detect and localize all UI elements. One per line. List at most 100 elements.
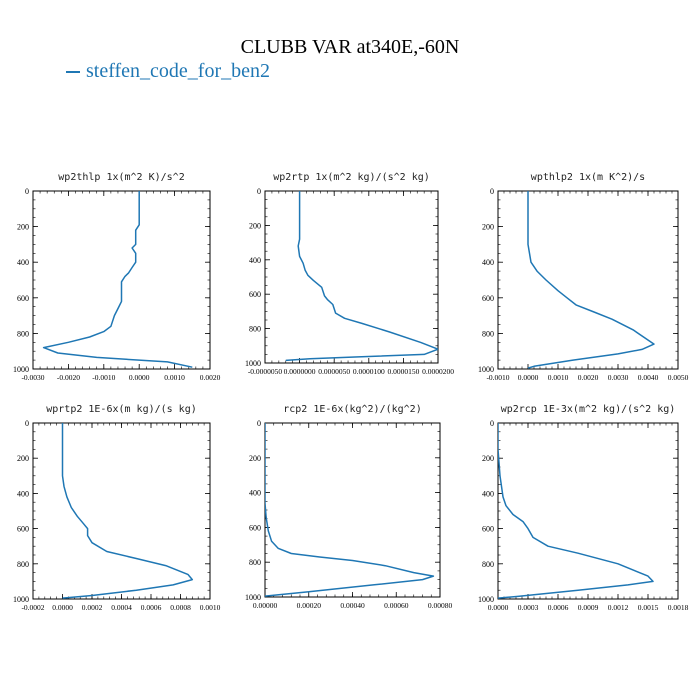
x-tick-label: 0.0030: [608, 373, 629, 382]
y-tick-label: 1000: [245, 593, 261, 602]
x-tick-label: -0.0020: [57, 373, 80, 382]
x-tick-label: -0.0010: [92, 373, 115, 382]
series-line: [265, 423, 435, 597]
subplot-5: rcp2 1E-6x(kg^2)/(kg^2) 0.00000 0.00020 0.0…: [245, 404, 452, 610]
subplot-title: wp2thlp 1x(m^2 K)/s^2: [58, 172, 184, 183]
subplot-title: wp2rtp 1x(m^2 kg)/(s^2 kg): [273, 172, 430, 183]
x-tick-label: 0.0020: [200, 373, 221, 382]
subplot-2: wp2rtp 1x(m^2 kg)/(s^2 kg)-0.0000050 0.00…: [245, 172, 454, 376]
x-tick-label: 0.0002: [82, 603, 103, 612]
x-tick-label: 0.00040: [340, 601, 365, 610]
series-line: [527, 191, 655, 369]
x-tick-label: 0.0012: [608, 603, 629, 612]
plot-frame: [264, 422, 441, 598]
x-tick-label: -0.0030: [21, 373, 44, 382]
series-line: [498, 423, 654, 599]
x-tick-label: 0.0040: [638, 373, 659, 382]
legend-line-marker: [66, 71, 80, 74]
plot-frame: [497, 422, 679, 600]
y-tick-label: 800: [249, 325, 261, 334]
y-tick-label: 400: [249, 256, 261, 265]
y-tick-label: 800: [482, 560, 494, 569]
y-tick-label: 400: [17, 489, 29, 498]
legend-label: steffen_code_for_ben2: [86, 60, 271, 82]
y-tick-label: 200: [17, 454, 29, 463]
y-tick-label: 800: [482, 329, 494, 338]
y-tick-label: 400: [17, 258, 29, 267]
x-tick-label: 0.0003: [518, 603, 539, 612]
y-tick-label: 600: [482, 525, 494, 534]
subplot-3: wpthlp2 1x(m K^2)/s -0.0010 0.0000 0.0010 0.…: [478, 172, 689, 382]
y-tick-label: 0: [257, 187, 261, 196]
subplot-title: wpthlp2 1x(m K^2)/s: [531, 172, 645, 183]
y-tick-label: 400: [482, 489, 494, 498]
subplot-4: wprtp2 1E-6x(m kg)/(s kg) -0.0002 0.0000 0.…: [13, 404, 221, 612]
x-tick-label: 0.0004: [111, 603, 132, 612]
x-tick-label: 0.0000200: [422, 367, 454, 376]
subplot-title: wp2rcp 1E-3x(m^2 kg)/(s^2 kg): [501, 404, 676, 415]
y-tick-label: 0: [490, 419, 494, 428]
x-tick-label: 0.00080: [428, 601, 453, 610]
y-tick-label: 0: [490, 187, 494, 196]
x-tick-label: 0.0009: [578, 603, 599, 612]
x-tick-label: 0.0010: [200, 603, 221, 612]
y-tick-label: 800: [17, 329, 29, 338]
y-tick-label: 200: [482, 454, 494, 463]
x-tick-label: 0.0000: [488, 603, 509, 612]
subplot-1: wp2thlp 1x(m^2 K)/s^2 -0.0030 -0.0020 -0.00…: [13, 172, 221, 382]
y-tick-label: 600: [249, 523, 261, 532]
legend: steffen_code_for_ben2: [66, 60, 270, 83]
x-tick-label: 0.0050: [668, 373, 689, 382]
x-tick-label: -0.0010: [486, 373, 509, 382]
subplot-title: rcp2 1E-6x(kg^2)/(kg^2): [283, 404, 421, 415]
plot-frame: [32, 190, 211, 370]
y-tick-label: 800: [249, 558, 261, 567]
x-tick-label: 0.0020: [578, 373, 599, 382]
y-tick-label: 200: [17, 223, 29, 232]
x-tick-label: 0.0000050: [318, 367, 350, 376]
y-tick-label: 600: [17, 294, 29, 303]
y-tick-label: 600: [17, 525, 29, 534]
y-tick-label: 200: [482, 223, 494, 232]
series-line: [42, 191, 193, 368]
y-tick-label: 600: [249, 290, 261, 299]
y-tick-label: 0: [257, 419, 261, 428]
y-tick-label: 400: [482, 258, 494, 267]
chart-title: CLUBB VAR at340E,-60N: [240, 36, 460, 58]
series-line: [61, 423, 194, 599]
x-tick-label: 0.0008: [170, 603, 191, 612]
x-tick-label: 0.0000100: [353, 367, 385, 376]
x-tick-label: 0.00020: [297, 601, 322, 610]
y-tick-label: 1000: [13, 595, 29, 604]
x-tick-label: 0.0000: [518, 373, 539, 382]
subplot-title: wprtp2 1E-6x(m kg)/(s kg): [46, 404, 197, 415]
x-tick-label: -0.0000050: [248, 367, 283, 376]
y-tick-label: 1000: [478, 595, 494, 604]
x-tick-label: 0.0000000: [284, 367, 316, 376]
x-tick-label: 0.0006: [548, 603, 569, 612]
y-tick-label: 400: [249, 489, 261, 498]
plot-frame: [264, 190, 439, 364]
y-tick-label: 0: [25, 419, 29, 428]
y-tick-label: 1000: [245, 359, 261, 368]
x-tick-label: 0.00060: [384, 601, 409, 610]
x-tick-label: 0.0018: [668, 603, 689, 612]
y-tick-label: 200: [249, 454, 261, 463]
x-tick-label: 0.0010: [548, 373, 569, 382]
series-line: [285, 191, 438, 362]
x-tick-label: 0.0000: [52, 603, 73, 612]
x-tick-label: 0.00000: [253, 601, 278, 610]
x-tick-label: -0.0002: [21, 603, 44, 612]
y-tick-label: 200: [249, 221, 261, 230]
x-tick-label: 0.0015: [638, 603, 659, 612]
x-tick-label: 0.0000: [129, 373, 150, 382]
subplot-6: wp2rcp 1E-3x(m^2 kg)/(s^2 kg) 0.0000 0.000…: [478, 404, 689, 612]
y-tick-label: 600: [482, 294, 494, 303]
y-tick-label: 0: [25, 187, 29, 196]
y-tick-label: 800: [17, 560, 29, 569]
x-tick-label: 0.0006: [141, 603, 162, 612]
y-tick-label: 1000: [478, 365, 494, 374]
x-tick-label: 0.0000150: [387, 367, 419, 376]
x-tick-label: 0.0010: [164, 373, 185, 382]
